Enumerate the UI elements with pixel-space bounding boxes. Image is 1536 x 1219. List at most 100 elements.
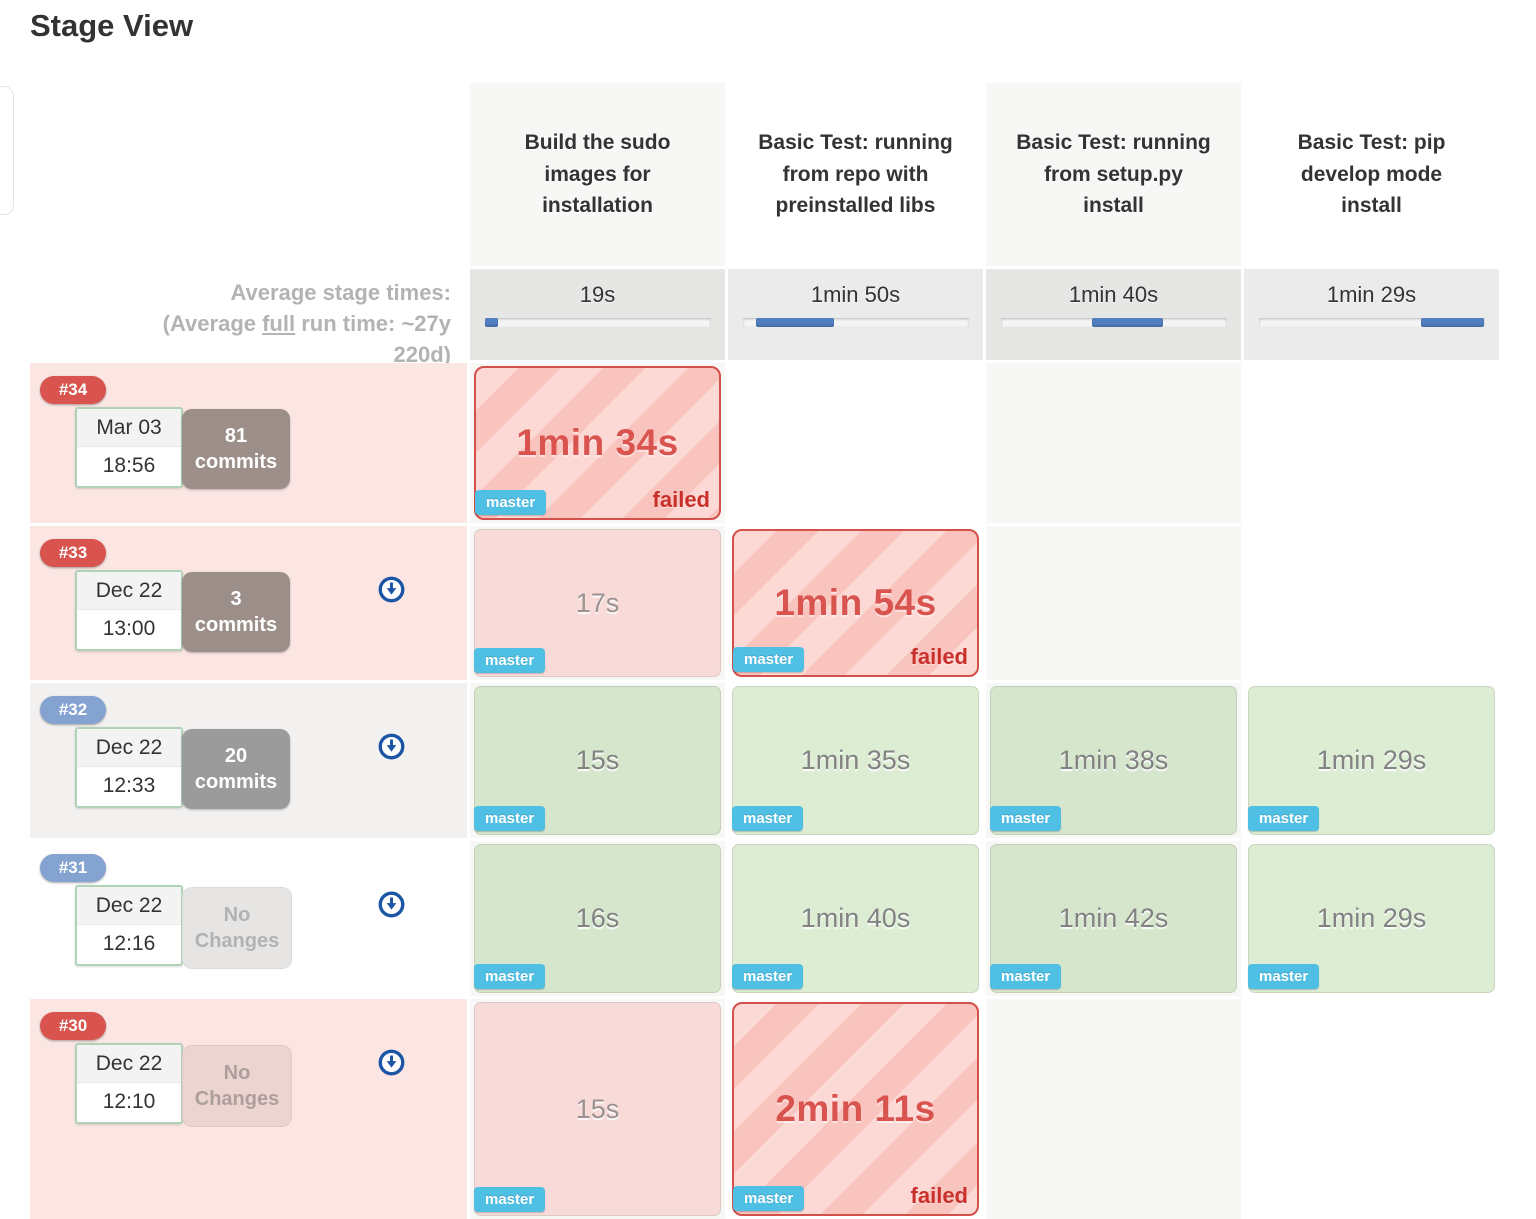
average-stage-progressbar [484, 318, 711, 327]
stage-cell[interactable]: 1min 29s master [1248, 686, 1495, 835]
stage-duration: 1min 34s [516, 422, 679, 463]
download-icon[interactable] [378, 576, 405, 603]
branch-badge: master [990, 964, 1062, 989]
average-stage-progressbar [1258, 318, 1485, 327]
stage-cell-container: 1min 29s master [1244, 841, 1499, 996]
stage-cell-container: 15s master [470, 683, 725, 838]
stage-duration: 17s [575, 587, 620, 618]
stage-cell-container [986, 363, 1241, 523]
header-spacer [30, 83, 467, 266]
build-number-badge[interactable]: #34 [40, 376, 106, 404]
build-datetime: Dec 22 12:10 [75, 1043, 183, 1124]
average-stage-progress-fill [484, 318, 499, 327]
stage-column-header: Basic Test: running from setup.py instal… [986, 83, 1241, 266]
average-subheading-prefix: (Average [162, 311, 263, 337]
stage-cell-container: 1min 35s master [728, 683, 983, 838]
changes-line-top: 81 [224, 424, 248, 447]
stage-cell-container: 17s master [470, 526, 725, 680]
build-row-caption: #33 Dec 22 13:00 3 commits [30, 526, 467, 680]
build-changes-box[interactable]: No Changes [182, 887, 292, 969]
stage-column-header: Basic Test: running from repo with prein… [728, 83, 983, 266]
build-start-time: 13:00 [102, 617, 156, 640]
build-start-time: 12:33 [102, 774, 156, 797]
build-row-caption: #32 Dec 22 12:33 20 commits [30, 683, 467, 838]
stage-cell-container: 1min 34s master failed [470, 363, 725, 523]
average-stage-cell: 19s [470, 269, 725, 360]
stage-duration: 15s [575, 1093, 620, 1124]
build-number-badge[interactable]: #31 [40, 854, 106, 882]
build-changes-box[interactable]: 3 commits [182, 572, 290, 652]
build-number-badge[interactable]: #30 [40, 1012, 106, 1040]
stage-cell-container: 1min 42s master [986, 841, 1241, 996]
stage-cell[interactable]: 16s master [474, 844, 721, 993]
build-datetime: Dec 22 12:16 [75, 885, 183, 966]
average-stage-time: 1min 40s [1068, 282, 1159, 307]
stage-cell-container: 15s master [470, 999, 725, 1219]
stage-column-header: Basic Test: pip develop mode install [1244, 83, 1499, 266]
stage-cell[interactable]: 17s master [474, 529, 721, 677]
changes-line-bottom: Changes [194, 930, 280, 952]
average-stage-time: 1min 50s [810, 282, 901, 307]
stage-duration: 2min 11s [775, 1088, 936, 1129]
branch-badge: master [990, 806, 1062, 831]
download-icon[interactable] [378, 1049, 405, 1076]
branch-badge: master [732, 964, 804, 989]
stage-cell[interactable]: 2min 11s master failed [732, 1002, 979, 1216]
build-row-caption: #34 Mar 03 18:56 81 commits [30, 363, 467, 523]
build-start-time: 12:10 [102, 1090, 156, 1113]
stage-duration: 1min 38s [1058, 745, 1169, 775]
stage-cell[interactable]: 15s master [474, 1002, 721, 1216]
stage-cell-container: 1min 54s master failed [728, 526, 983, 680]
build-start-time: 12:16 [102, 932, 156, 955]
average-stage-progressbar [742, 318, 969, 327]
build-changes-box[interactable]: 20 commits [182, 729, 290, 809]
average-stage-progress-fill [1092, 318, 1164, 327]
average-stage-progressbar [1000, 318, 1227, 327]
branch-badge: master [474, 806, 546, 831]
build-date: Dec 22 [77, 887, 181, 925]
stage-cell[interactable]: 1min 38s master [990, 686, 1237, 835]
stage-cell[interactable]: 1min 40s master [732, 844, 979, 993]
stage-cell-container: 1min 40s master [728, 841, 983, 996]
full-run-time-link[interactable]: full [262, 311, 296, 337]
stage-cell[interactable]: 15s master [474, 686, 721, 835]
changes-line-bottom: Changes [194, 1088, 280, 1110]
stage-cell-container: 2min 11s master failed [728, 999, 983, 1219]
average-stage-cell: 1min 29s [1244, 269, 1499, 360]
failed-label: failed [652, 487, 710, 512]
average-stage-cell: 1min 40s [986, 269, 1241, 360]
page-title: Stage View [30, 8, 194, 43]
branch-badge: master [474, 964, 546, 989]
changes-line-bottom: commits [194, 771, 278, 793]
build-changes-box[interactable]: 81 commits [182, 409, 290, 489]
stage-cell[interactable]: 1min 42s master [990, 844, 1237, 993]
download-icon[interactable] [378, 733, 405, 760]
stage-cell-container: 1min 38s master [986, 683, 1241, 838]
stage-cell[interactable]: 1min 54s master failed [732, 529, 979, 677]
download-icon[interactable] [378, 891, 405, 918]
average-stage-times-label: Average stage times: (Average full run t… [30, 269, 467, 367]
build-number-badge[interactable]: #32 [40, 696, 106, 724]
branch-badge: master [474, 1187, 546, 1212]
changes-line-bottom: commits [194, 451, 278, 473]
stage-duration: 15s [575, 745, 620, 775]
changes-line-top: 20 [224, 744, 248, 767]
changes-line-top: No [223, 1061, 251, 1084]
stage-duration: 1min 29s [1316, 903, 1427, 933]
stage-cell-container [1244, 999, 1499, 1219]
stage-cell-container [1244, 526, 1499, 680]
failed-label: failed [910, 1183, 968, 1208]
stage-cell-container: 16s master [470, 841, 725, 996]
build-row-caption: #31 Dec 22 12:16 No Changes [30, 841, 467, 996]
branch-badge: master [474, 648, 546, 673]
branch-badge: master [733, 647, 805, 672]
build-number-badge[interactable]: #33 [40, 539, 106, 567]
stage-duration: 1min 54s [774, 582, 937, 623]
stage-cell[interactable]: 1min 34s master failed [474, 366, 721, 520]
changes-line-top: 3 [230, 587, 242, 610]
build-changes-box[interactable]: No Changes [182, 1045, 292, 1127]
average-stage-progress-fill [756, 318, 835, 327]
stage-cell[interactable]: 1min 29s master [1248, 844, 1495, 993]
stage-cell[interactable]: 1min 35s master [732, 686, 979, 835]
stage-cell-container [986, 999, 1241, 1219]
